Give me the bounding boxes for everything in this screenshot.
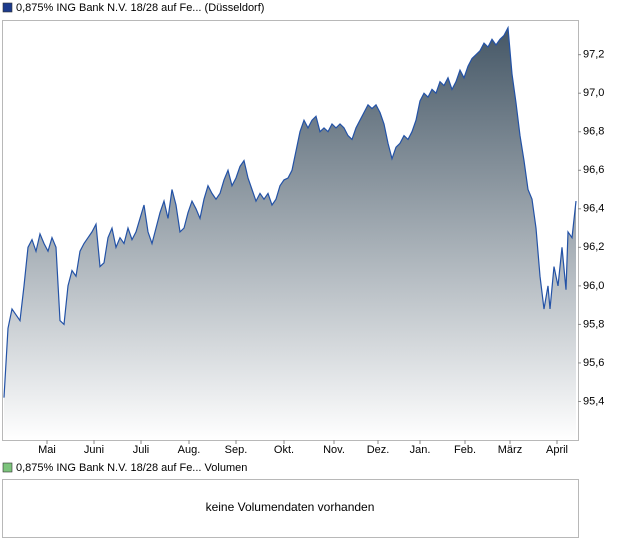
volume-frame xyxy=(2,479,579,538)
x-tick-label: Jan. xyxy=(410,444,431,456)
x-tick-label: Okt. xyxy=(274,444,294,456)
x-tick-label: Mai xyxy=(38,444,56,456)
empty-message: keine Volumendaten vorhanden xyxy=(206,500,375,514)
y-tick-label: 96,8 xyxy=(583,126,604,138)
x-tick-label: Aug. xyxy=(178,444,201,456)
x-tick-label: März xyxy=(498,444,522,456)
y-tick-label: 95,8 xyxy=(583,318,604,330)
y-tick-label: 95,6 xyxy=(583,357,604,369)
legend-swatch xyxy=(2,462,13,473)
x-tick-label: Nov. xyxy=(323,444,345,456)
legend-label: 0,875% ING Bank N.V. 18/28 auf Fe... (Dü… xyxy=(16,2,264,14)
legend-swatch xyxy=(2,2,13,13)
y-tick-label: 96,0 xyxy=(583,280,604,292)
y-tick-label: 97,0 xyxy=(583,87,604,99)
x-tick-label: Feb. xyxy=(454,444,476,456)
y-tick-label: 96,4 xyxy=(583,203,604,215)
x-tick-label: Juli xyxy=(133,444,150,456)
legend-label: 0,875% ING Bank N.V. 18/28 auf Fe... Vol… xyxy=(16,462,247,474)
y-tick-label: 97,2 xyxy=(583,49,604,61)
x-tick-label: Dez. xyxy=(367,444,390,456)
y-tick-label: 96,6 xyxy=(583,164,604,176)
area-fill xyxy=(4,27,576,440)
plot-frame xyxy=(2,20,579,441)
y-tick-label: 95,4 xyxy=(583,395,604,407)
y-tick-label: 96,2 xyxy=(583,241,604,253)
x-tick-label: April xyxy=(546,444,568,456)
x-tick-label: Sep. xyxy=(225,444,248,456)
price-line xyxy=(3,25,577,398)
x-tick-label: Juni xyxy=(84,444,104,456)
